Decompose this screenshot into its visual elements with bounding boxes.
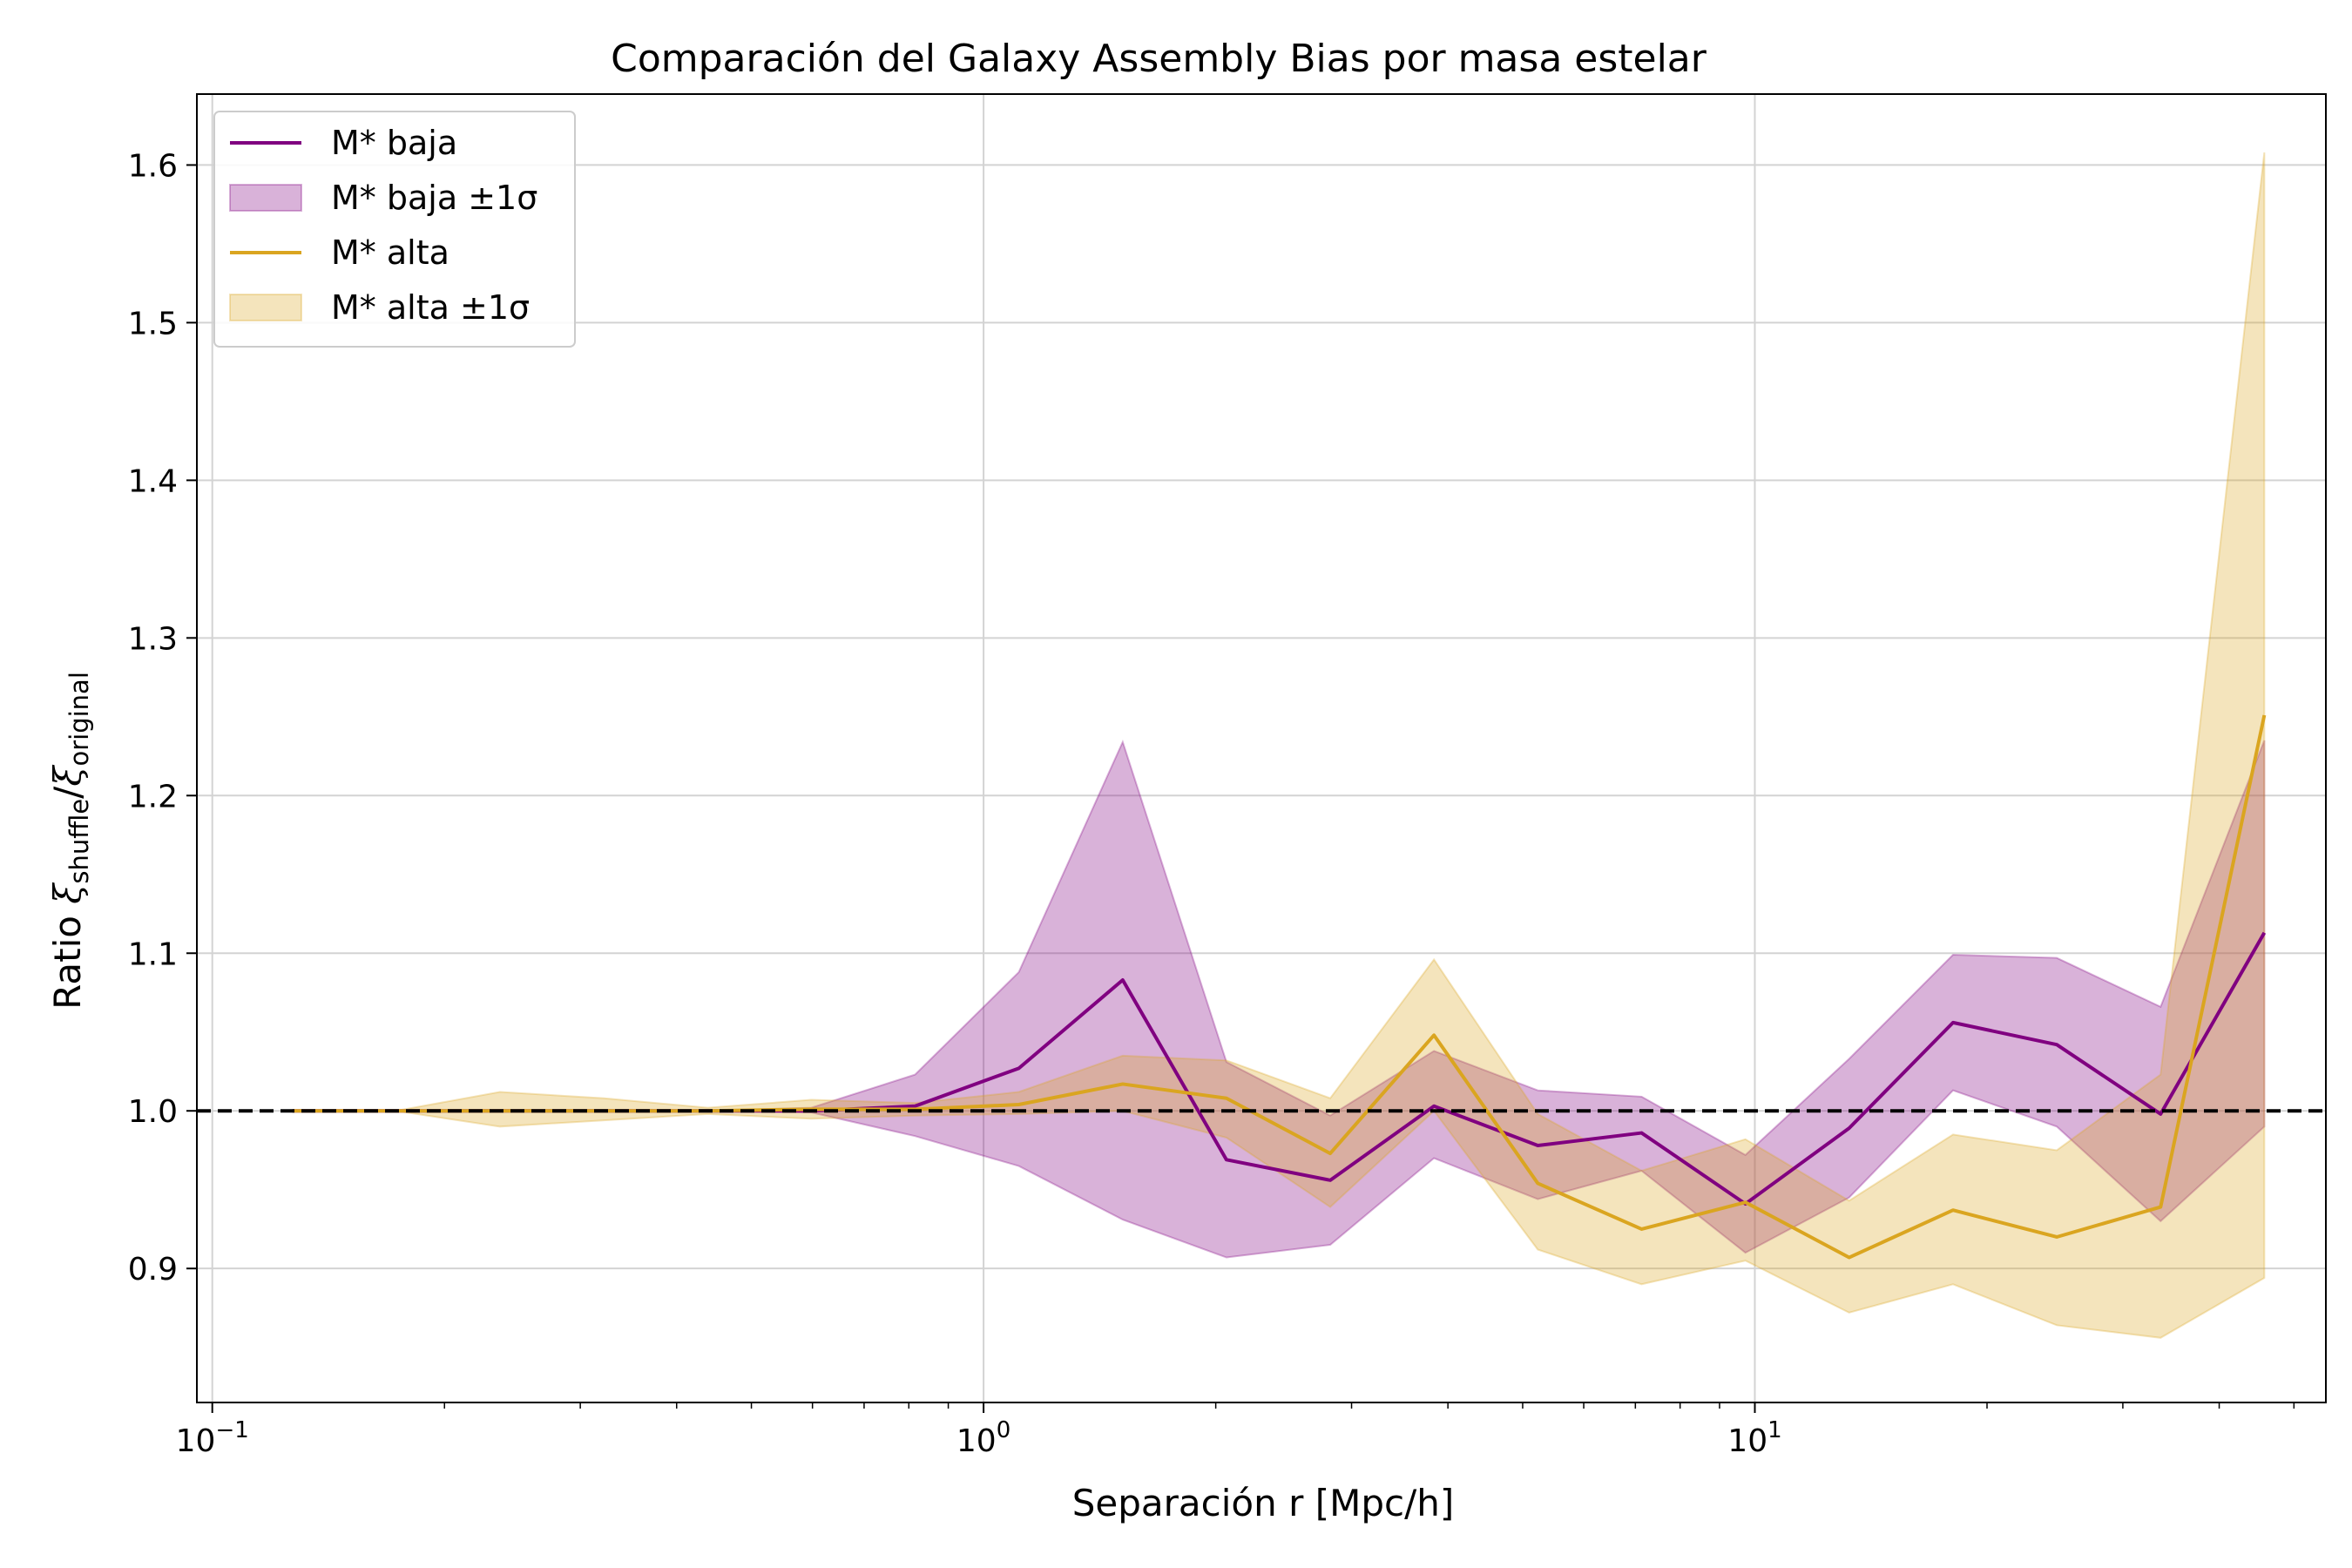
y-tick-label: 1.3 xyxy=(128,621,178,657)
x-tick-label-base: 10 xyxy=(1727,1423,1767,1459)
chart-title: Comparación del Galaxy Assembly Bias por… xyxy=(611,37,1707,81)
legend-swatch-band xyxy=(229,294,302,321)
x-tick-label: 101 xyxy=(1727,1417,1781,1459)
y-axis-label-num-symbol: ξ xyxy=(46,882,89,904)
legend-box xyxy=(213,111,576,348)
y-tick-label: 1.5 xyxy=(128,306,178,341)
y-tick-label: 1.2 xyxy=(128,779,178,814)
x-tick-label-base: 10 xyxy=(956,1423,997,1459)
x-axis-label: Separación r [Mpc/h] xyxy=(1072,1482,1454,1524)
legend: M* baja M* baja ±1σ M* alta M* alta ±1σ xyxy=(213,111,576,348)
y-axis-label-den-symbol: ξ xyxy=(46,765,89,787)
y-tick-label: 1.0 xyxy=(128,1094,178,1130)
x-tick-label-exponent: −1 xyxy=(215,1417,248,1443)
legend-label: M* alta ±1σ xyxy=(331,288,530,327)
y-axis-label: Ratio ξshuffle/ξoriginal xyxy=(46,672,94,1010)
x-tick-label: 10−1 xyxy=(176,1417,249,1459)
plot-frame xyxy=(196,93,2327,1403)
y-tick-label: 0.9 xyxy=(128,1252,178,1288)
x-tick-label-exponent: 1 xyxy=(1767,1417,1782,1443)
y-tick-label: 1.6 xyxy=(128,148,178,184)
legend-label: M* alta xyxy=(331,233,449,272)
legend-label: M* baja ±1σ xyxy=(331,179,537,217)
legend-swatch-band xyxy=(229,184,302,212)
y-axis-label-prefix: Ratio xyxy=(46,904,89,1010)
legend-label: M* baja xyxy=(331,124,457,162)
axis-ticks: 0.91.01.11.21.31.41.51.610−1 100 101 xyxy=(128,148,2295,1459)
y-tick-label: 1.4 xyxy=(128,463,178,499)
y-axis-label-den-sub: original xyxy=(64,672,94,766)
y-axis-label-num-sub: shuffle xyxy=(64,799,94,884)
x-tick-label-exponent: 0 xyxy=(997,1417,1011,1443)
x-tick-label-base: 10 xyxy=(176,1423,216,1459)
x-tick-label: 100 xyxy=(956,1417,1010,1459)
y-tick-label: 1.1 xyxy=(128,936,178,972)
y-axis-label-slash: / xyxy=(46,786,89,799)
